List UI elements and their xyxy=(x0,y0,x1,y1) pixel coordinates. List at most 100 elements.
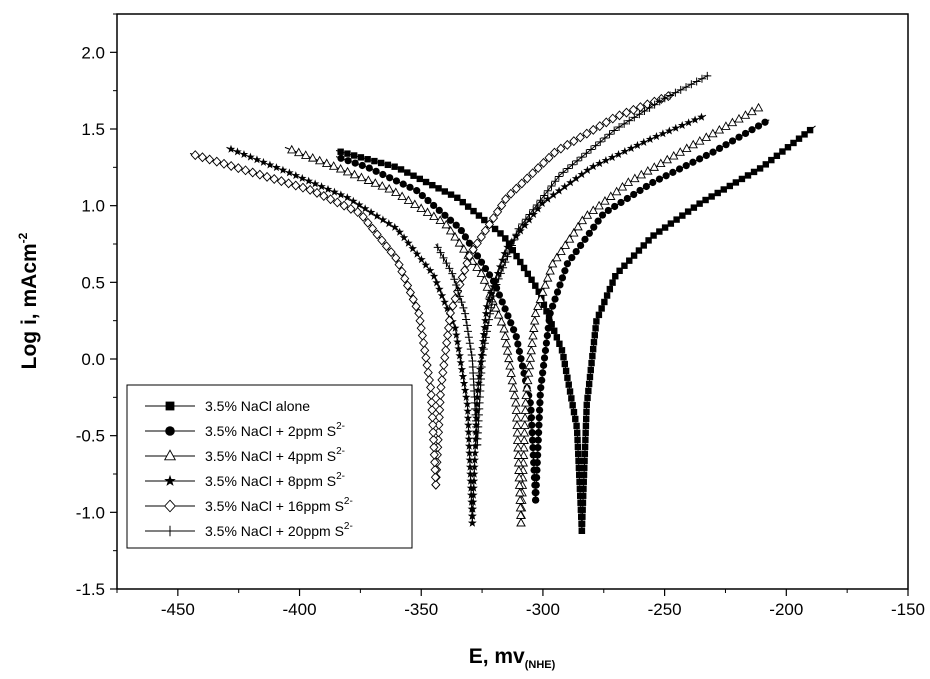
data-point xyxy=(507,241,516,250)
data-point xyxy=(364,156,371,163)
data-point xyxy=(233,147,242,156)
data-point xyxy=(512,230,521,239)
data-point xyxy=(561,360,569,368)
data-point xyxy=(530,466,538,474)
legend-box xyxy=(126,384,413,549)
data-point xyxy=(501,194,511,205)
data-point xyxy=(350,152,358,159)
data-point xyxy=(498,298,506,306)
data-point xyxy=(439,253,448,262)
data-point xyxy=(480,323,489,332)
data-point xyxy=(444,315,455,326)
data-point xyxy=(468,244,478,255)
data-point xyxy=(424,374,434,385)
data-point xyxy=(487,303,496,312)
series-line xyxy=(520,107,760,524)
data-point xyxy=(484,219,495,230)
data-point xyxy=(519,427,530,437)
data-point xyxy=(519,442,529,452)
data-point xyxy=(625,116,634,125)
data-point xyxy=(563,164,572,173)
data-point xyxy=(630,113,639,122)
data-point xyxy=(430,457,440,468)
data-point xyxy=(511,412,522,422)
data-point xyxy=(415,315,425,326)
data-point xyxy=(561,267,569,275)
data-point xyxy=(577,170,586,179)
data-point xyxy=(545,265,555,275)
data-point xyxy=(545,317,553,325)
data-point xyxy=(578,527,586,534)
data-point xyxy=(620,119,629,128)
data-point xyxy=(481,333,490,342)
data-point xyxy=(720,186,727,193)
data-point xyxy=(515,510,526,519)
data-point xyxy=(754,122,763,130)
data-point xyxy=(714,124,725,134)
data-point xyxy=(620,146,630,156)
data-point xyxy=(512,435,523,444)
data-point xyxy=(589,345,597,353)
data-point xyxy=(735,133,743,141)
data-point xyxy=(252,155,262,164)
data-point xyxy=(325,194,336,205)
data-point xyxy=(614,110,625,121)
data-point xyxy=(483,321,492,330)
data-point xyxy=(471,441,480,450)
data-point xyxy=(437,374,447,385)
data-point xyxy=(482,302,492,311)
data-point xyxy=(578,520,585,527)
data-point xyxy=(330,187,339,196)
data-point xyxy=(560,240,571,249)
data-point xyxy=(589,352,596,360)
data-point xyxy=(507,237,517,246)
data-point xyxy=(240,165,251,176)
data-point xyxy=(512,420,522,429)
data-point xyxy=(549,147,560,158)
data-point xyxy=(574,429,581,437)
data-point xyxy=(522,173,532,184)
y-tick-label: -1.5 xyxy=(76,580,105,599)
data-point xyxy=(594,217,602,225)
data-point xyxy=(438,367,448,378)
data-point xyxy=(569,136,579,147)
data-point xyxy=(548,321,555,328)
data-point xyxy=(607,153,617,162)
data-point xyxy=(687,80,696,89)
data-point xyxy=(339,200,349,211)
data-point xyxy=(543,186,552,195)
data-point xyxy=(623,194,631,203)
data-point xyxy=(478,337,488,346)
data-point xyxy=(524,270,532,278)
data-point xyxy=(378,215,388,224)
data-point xyxy=(440,297,449,306)
data-point xyxy=(517,258,524,266)
data-point xyxy=(526,345,536,355)
data-point xyxy=(507,375,518,385)
data-point xyxy=(568,160,577,169)
data-point xyxy=(479,330,489,339)
data-point xyxy=(404,169,411,176)
data-point xyxy=(391,187,401,197)
data-point xyxy=(568,254,576,262)
data-point xyxy=(566,178,575,187)
data-point xyxy=(391,163,398,170)
data-point xyxy=(335,163,346,173)
data-point xyxy=(560,182,569,191)
data-point xyxy=(485,271,494,279)
data-point xyxy=(531,481,539,489)
data-point xyxy=(577,506,585,513)
data-point xyxy=(482,282,492,291)
data-point xyxy=(501,338,512,348)
data-point xyxy=(473,252,482,260)
data-point xyxy=(441,188,449,195)
data-point xyxy=(464,427,473,436)
data-point xyxy=(558,274,567,282)
data-point xyxy=(492,280,501,289)
data-point xyxy=(528,330,538,340)
data-point xyxy=(481,216,488,224)
data-point xyxy=(570,408,578,416)
data-point xyxy=(503,252,512,261)
data-point xyxy=(539,369,547,377)
data-point xyxy=(456,358,465,367)
